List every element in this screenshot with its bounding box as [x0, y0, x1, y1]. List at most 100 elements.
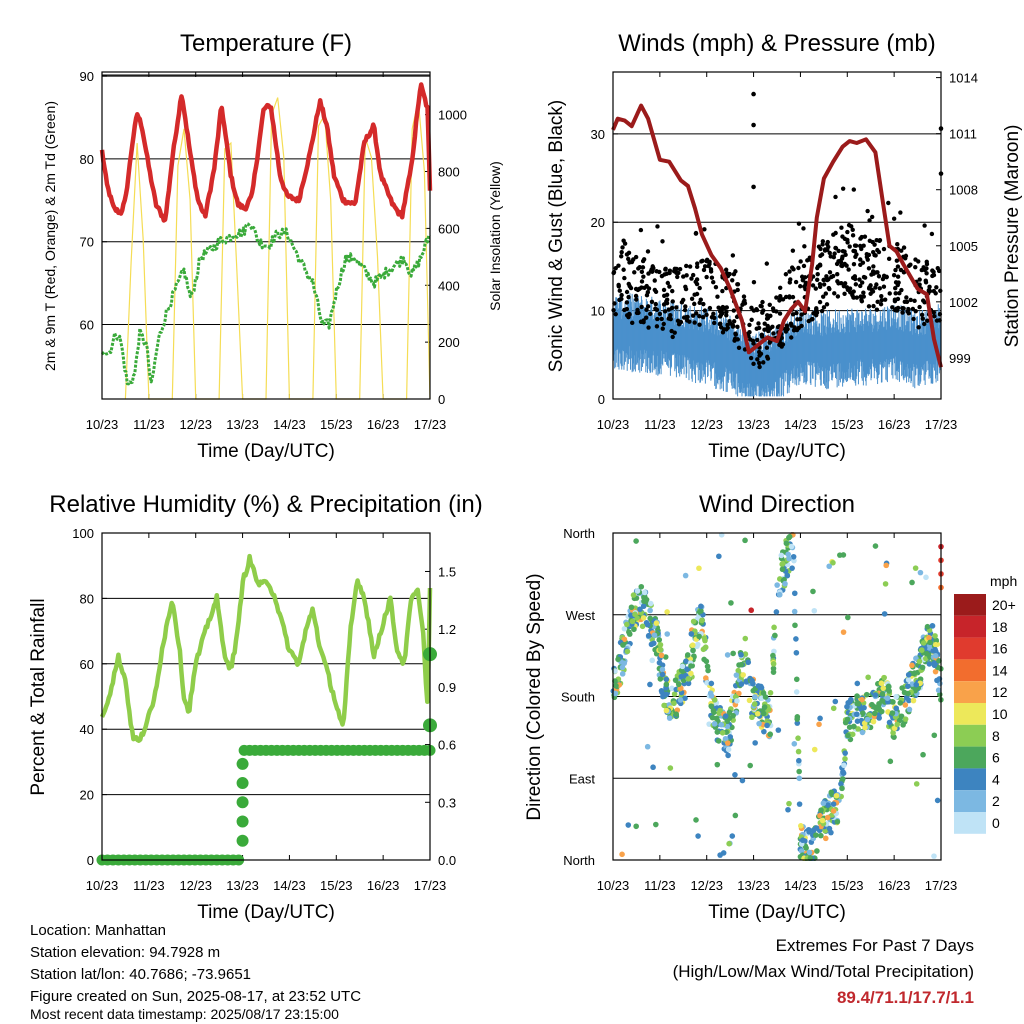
direction-point — [747, 762, 754, 769]
gust-point — [761, 360, 766, 365]
gust-point — [908, 297, 913, 303]
gust-point — [684, 263, 689, 269]
direction-point — [663, 707, 670, 714]
gust-point — [668, 313, 673, 318]
y2-tick-label: 1.2 — [438, 622, 456, 637]
direction-point — [671, 691, 678, 697]
x-tick-label: 13/23 — [226, 878, 259, 893]
gust-point — [875, 299, 880, 305]
direction-point — [711, 709, 717, 716]
direction-point — [865, 674, 871, 681]
gust-point — [666, 307, 672, 312]
x-tick-label: 16/23 — [367, 417, 400, 432]
direction-point — [933, 637, 939, 644]
y2-axis-label: Solar Insolation (Yellow) — [487, 161, 503, 311]
direction-point — [909, 579, 915, 586]
direction-point — [872, 543, 879, 549]
gust-point — [843, 252, 848, 258]
gust-point — [758, 351, 764, 357]
direction-point — [841, 762, 847, 769]
direction-point — [621, 660, 628, 667]
direction-point — [708, 680, 715, 687]
gust-point — [859, 280, 865, 285]
direction-point — [786, 800, 792, 807]
direction-point — [926, 635, 932, 641]
gust-point — [800, 277, 806, 283]
gust-point — [751, 279, 757, 285]
latlon-text: Station lat/lon: 40.7686; -73.9651 — [30, 966, 252, 983]
gust-point — [670, 299, 675, 304]
direction-point — [905, 671, 912, 678]
y-tick-label: 0 — [87, 853, 94, 868]
direction-point — [644, 743, 651, 750]
direction-point — [796, 768, 802, 775]
gust-point — [790, 312, 796, 317]
gust-point — [652, 278, 657, 283]
direction-point — [727, 734, 734, 740]
x-tick-label: 11/23 — [133, 878, 165, 893]
direction-point — [649, 657, 656, 664]
gust-point — [730, 278, 735, 283]
direction-point — [923, 650, 930, 657]
direction-point — [905, 690, 911, 697]
gust-point — [699, 259, 704, 264]
direction-point — [689, 642, 696, 649]
legend-label: 0 — [992, 815, 1000, 831]
y2-tick-label: 1.5 — [438, 564, 456, 579]
gust-point — [735, 282, 741, 287]
gust-point — [923, 280, 929, 285]
gust-point — [687, 319, 692, 324]
direction-point — [647, 600, 654, 607]
gust-point — [640, 265, 646, 270]
gust-point — [645, 304, 651, 309]
gust-point — [736, 345, 742, 350]
gust-point — [838, 259, 844, 265]
direction-point — [746, 697, 753, 704]
x-tick-label: 17/23 — [414, 878, 447, 893]
gust-point — [892, 297, 898, 302]
direction-point — [910, 697, 917, 704]
gust-point — [922, 300, 927, 305]
gust-point — [676, 270, 681, 276]
gust-point — [865, 208, 870, 214]
direction-point — [886, 688, 892, 694]
gust-point — [787, 280, 793, 285]
pressure-line — [611, 103, 943, 368]
direction-point — [641, 598, 647, 605]
direction-point — [678, 673, 685, 680]
direction-point — [624, 621, 630, 628]
y-tick-label: East — [569, 771, 595, 786]
gust-point — [636, 310, 641, 316]
gust-point — [644, 292, 650, 298]
direction-point — [740, 672, 746, 678]
legend-swatch — [954, 812, 986, 834]
gust-point — [664, 300, 670, 306]
gust-point — [639, 304, 644, 310]
direction-point — [730, 712, 736, 719]
gust-point — [771, 331, 776, 336]
gust-point — [858, 283, 863, 289]
direction-point — [632, 611, 638, 618]
direction-point — [767, 731, 774, 738]
x-tick-label: 14/23 — [784, 417, 817, 432]
gust-point — [713, 285, 719, 290]
direction-point — [796, 757, 802, 764]
direction-point — [754, 710, 761, 717]
gust-point — [619, 292, 624, 298]
direction-point — [824, 814, 831, 821]
legend-swatch — [954, 659, 986, 682]
direction-point — [724, 740, 731, 746]
legend-swatch — [954, 724, 986, 747]
gust-point — [755, 357, 760, 362]
x-tick-label: 17/23 — [925, 878, 958, 893]
gust-point — [834, 261, 840, 267]
gust-point — [707, 305, 713, 311]
gust-point — [767, 340, 772, 345]
direction-point — [619, 851, 625, 858]
gust-point — [891, 216, 897, 221]
direction-point — [647, 607, 653, 614]
gust-point — [835, 272, 840, 277]
gust-point — [917, 282, 922, 287]
gust-point — [916, 325, 921, 330]
gust-point — [874, 307, 880, 312]
